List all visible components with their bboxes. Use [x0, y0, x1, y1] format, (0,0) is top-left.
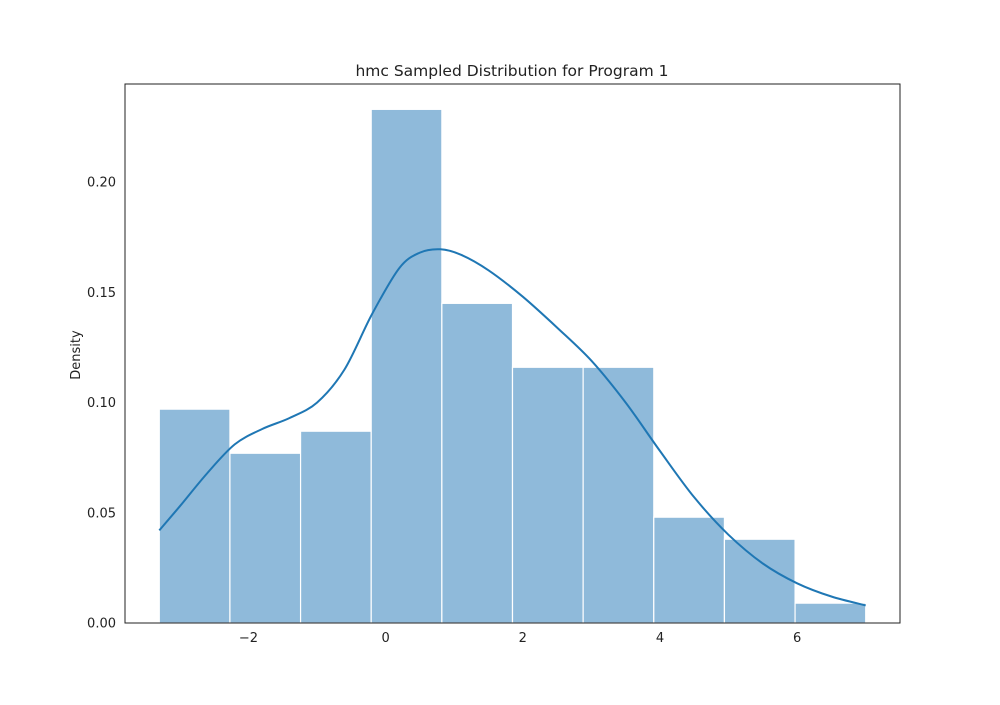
x-tick-label: 0: [381, 631, 389, 646]
chart-title: hmc Sampled Distribution for Program 1: [355, 62, 668, 80]
kde-curve-group: [158, 248, 866, 607]
histogram-bar-1: [158, 408, 231, 624]
axes-frame: [124, 83, 901, 624]
kde-curve: [158, 248, 866, 607]
y-tick-label: 0.00: [87, 617, 116, 632]
x-tick-label: 4: [656, 631, 664, 646]
y-tick-label: 0.15: [87, 286, 116, 301]
histogram-bars: [158, 108, 867, 624]
y-tick-label: 0.10: [87, 396, 116, 411]
y-axis-ticks: 0.00 0.05 0.10 0.15 0.20: [87, 176, 116, 632]
histogram-bar-10: [794, 602, 867, 624]
histogram-bar-5: [441, 302, 514, 624]
y-axis-label: Density: [69, 330, 84, 380]
histogram-bar-3: [299, 430, 372, 624]
y-tick-label: 0.20: [87, 176, 116, 191]
histogram-bar-2: [229, 452, 302, 624]
x-tick-label: 6: [793, 631, 801, 646]
x-axis-ticks: −2 0 2 4 6: [239, 631, 801, 646]
histogram-bar-7: [582, 366, 655, 624]
histogram-bar-9: [723, 538, 796, 624]
x-tick-label: 2: [519, 631, 527, 646]
histogram-bar-6: [511, 366, 584, 624]
histogram-bar-8: [653, 516, 726, 624]
x-tick-label: −2: [239, 631, 258, 646]
histogram-bar-4: [370, 108, 443, 624]
y-tick-label: 0.05: [87, 506, 116, 521]
